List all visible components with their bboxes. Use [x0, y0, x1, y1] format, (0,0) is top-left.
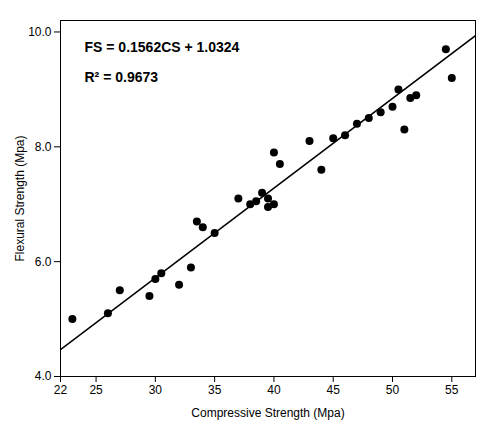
svg-text:8.0: 8.0: [35, 140, 52, 154]
svg-text:45: 45: [327, 383, 341, 397]
svg-text:22: 22: [54, 383, 68, 397]
svg-text:40: 40: [267, 383, 281, 397]
svg-text:10.0: 10.0: [28, 25, 52, 39]
svg-text:R² = 0.9673: R² = 0.9673: [85, 69, 159, 85]
svg-text:FS = 0.1562CS + 1.0324: FS = 0.1562CS + 1.0324: [85, 39, 240, 55]
svg-text:30: 30: [149, 383, 163, 397]
svg-text:6.0: 6.0: [35, 255, 52, 269]
svg-text:4.0: 4.0: [35, 369, 52, 383]
svg-text:55: 55: [445, 383, 459, 397]
svg-text:50: 50: [386, 383, 400, 397]
svg-text:25: 25: [89, 383, 103, 397]
svg-text:35: 35: [208, 383, 222, 397]
svg-text:Compressive Strength (Mpa): Compressive Strength (Mpa): [191, 406, 344, 420]
svg-text:Flexural Strength (Mpa): Flexural Strength (Mpa): [13, 135, 27, 261]
